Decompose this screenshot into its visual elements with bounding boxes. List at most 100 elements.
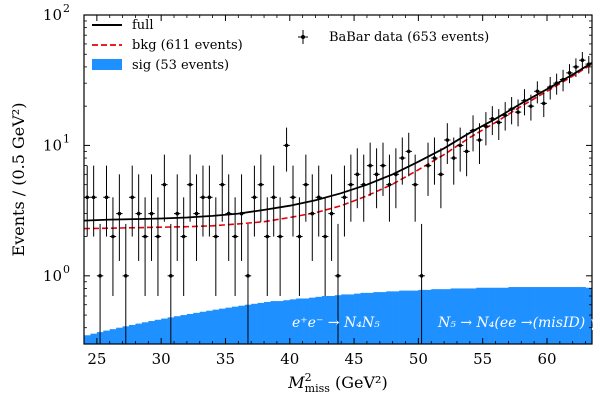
sig-bin: [553, 287, 561, 344]
full-line: [83, 62, 593, 222]
data-marker: [271, 195, 276, 200]
sig-bin: [328, 296, 336, 344]
y-tick-exponent: 0: [63, 263, 70, 276]
data-point: [534, 81, 541, 104]
sig-bin: [257, 302, 265, 344]
data-point: [334, 223, 342, 344]
sig-bin: [321, 296, 329, 344]
data-marker: [310, 211, 315, 216]
sig-bin: [534, 287, 541, 344]
sig-bin: [501, 287, 509, 344]
full-curve: [83, 62, 593, 222]
data-marker: [484, 124, 488, 129]
data-point: [251, 165, 258, 237]
data-marker: [342, 195, 347, 200]
data-point: [521, 89, 528, 116]
sig-bin: [264, 301, 271, 344]
data-marker: [291, 195, 295, 200]
sig-bin: [360, 292, 368, 344]
legend-label-bkg: bkg (611 events): [132, 38, 243, 53]
data-marker: [98, 274, 102, 278]
sig-bin: [148, 321, 156, 344]
data-point: [167, 223, 175, 344]
data-point: [270, 165, 277, 237]
sig-bin: [180, 315, 188, 344]
data-marker: [432, 156, 437, 160]
data-marker: [316, 195, 321, 200]
sig-bin: [566, 287, 574, 344]
data-marker: [548, 85, 553, 89]
data-point: [444, 123, 451, 165]
sig-bin: [251, 303, 258, 344]
data-point: [386, 154, 393, 222]
data-marker: [278, 234, 282, 239]
sig-bin: [231, 306, 239, 344]
sig-bin: [482, 287, 490, 344]
x-tick-label: 60: [537, 350, 556, 368]
data-marker: [451, 156, 456, 160]
data-point: [315, 165, 322, 237]
sig-bin: [238, 305, 246, 344]
data-marker: [143, 234, 147, 239]
sig-bin: [373, 292, 381, 344]
data-points: [84, 52, 592, 344]
data-point: [90, 165, 97, 237]
sig-bin: [456, 288, 464, 344]
data-marker: [361, 182, 366, 187]
data-marker: [239, 211, 244, 216]
legend-label-data: BaBar data (653 events): [329, 30, 489, 45]
data-point: [296, 197, 303, 297]
data-point: [199, 165, 207, 237]
data-point: [405, 132, 412, 177]
background-curve: [83, 63, 593, 230]
data-point: [264, 197, 271, 297]
x-axis-title: M2 miss (GeV²): [287, 371, 387, 395]
sig-bin: [141, 322, 149, 344]
data-point: [225, 174, 232, 261]
sig-bin: [129, 324, 136, 344]
data-marker: [561, 77, 565, 82]
data-marker: [214, 234, 218, 239]
data-point: [148, 174, 155, 261]
data-marker: [355, 172, 360, 177]
data-marker: [117, 211, 122, 216]
data-marker: [104, 195, 109, 200]
data-marker: [188, 182, 192, 187]
sig-bin: [354, 293, 361, 344]
data-marker: [181, 234, 186, 239]
sig-bin: [186, 313, 194, 344]
annotations: e⁺e⁻ → N₄N₅ N₅ → N₄(ee →(misID) γ): [292, 315, 593, 331]
data-marker: [284, 143, 289, 148]
data-point: [392, 148, 400, 209]
sig-bin: [444, 289, 451, 344]
sig-bin: [546, 287, 554, 344]
data-point: [244, 223, 252, 344]
data-point: [585, 55, 592, 74]
sig-bin: [341, 294, 348, 344]
data-marker: [554, 81, 559, 85]
x-tick-label: 40: [280, 350, 299, 368]
data-point: [289, 165, 297, 237]
data-marker: [136, 211, 141, 216]
x-tick-label: 35: [216, 350, 235, 368]
plot-frame: [83, 14, 593, 345]
data-point: [186, 154, 194, 222]
sig-bin: [103, 330, 111, 344]
data-point: [129, 165, 136, 237]
sig-bin: [154, 319, 162, 344]
data-marker: [162, 182, 167, 187]
y-tick-label: 10: [43, 6, 62, 24]
data-point: [360, 154, 367, 222]
sig-bin: [193, 312, 201, 344]
data-point: [553, 73, 560, 95]
legend-item-sig: sig (53 events): [92, 58, 229, 73]
data-point: [321, 197, 329, 297]
sig-bin: [463, 288, 471, 344]
data-marker: [413, 182, 417, 187]
sig-bin: [199, 311, 207, 344]
data-marker: [496, 120, 501, 125]
x-tick-label: 25: [87, 350, 106, 368]
sig-bin: [347, 294, 355, 344]
sig-bin: [521, 287, 528, 344]
data-marker: [246, 274, 250, 278]
